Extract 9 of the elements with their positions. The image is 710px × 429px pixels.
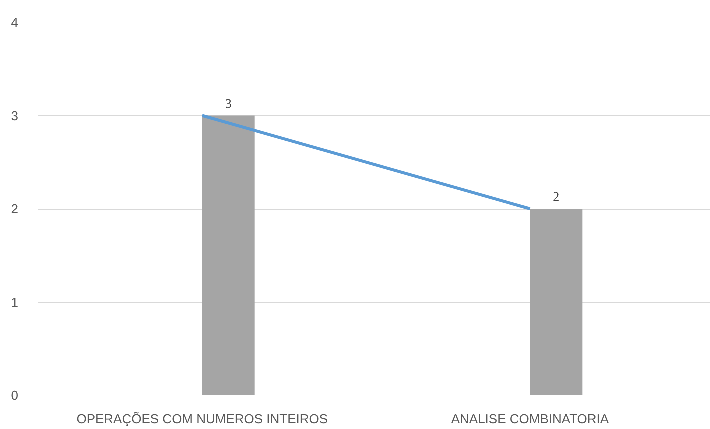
y-tick-label: 0 [11,388,19,403]
data-label: 3 [225,96,232,111]
y-tick-label: 3 [11,108,19,124]
data-label: 2 [553,189,560,204]
y-tick-label: 2 [11,202,19,216]
x-tick-label: ANALISE COMBINATORIA [451,412,610,426]
y-tick-label: 4 [11,15,19,30]
x-tick-label: OPERAÇÕES COM NUMEROS INTEIROS [76,412,328,426]
y-tick-label: 1 [11,294,19,310]
